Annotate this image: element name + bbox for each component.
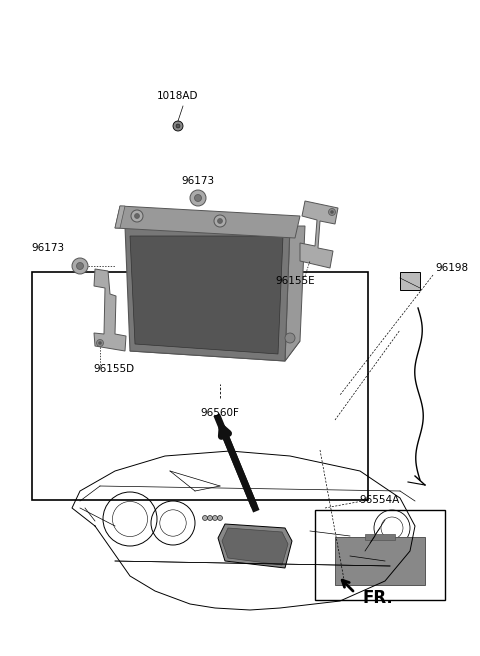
Polygon shape — [94, 269, 126, 351]
Bar — [32, 272, 368, 500]
Bar — [365, 534, 395, 540]
Text: 96554A: 96554A — [360, 495, 400, 505]
Text: 1018AD: 1018AD — [157, 91, 199, 101]
Circle shape — [190, 190, 206, 206]
Circle shape — [173, 121, 183, 131]
Circle shape — [203, 516, 207, 520]
Polygon shape — [125, 226, 290, 361]
Text: 96155D: 96155D — [93, 364, 134, 374]
Bar — [335, 537, 425, 585]
Circle shape — [285, 333, 295, 343]
Text: 96173: 96173 — [181, 176, 215, 186]
Text: 96155E: 96155E — [275, 276, 315, 286]
Circle shape — [98, 342, 101, 344]
Polygon shape — [130, 236, 283, 354]
Text: 96198: 96198 — [435, 263, 468, 273]
Circle shape — [217, 218, 223, 224]
Polygon shape — [300, 201, 338, 268]
Polygon shape — [218, 524, 292, 568]
Circle shape — [194, 194, 202, 201]
Circle shape — [131, 210, 143, 222]
Circle shape — [176, 124, 180, 128]
Bar — [400, 272, 420, 290]
Polygon shape — [222, 528, 288, 565]
Circle shape — [76, 262, 84, 270]
Circle shape — [214, 215, 226, 227]
Circle shape — [217, 516, 223, 520]
Text: FR.: FR. — [362, 589, 393, 607]
Circle shape — [72, 258, 88, 274]
Polygon shape — [115, 206, 125, 228]
Polygon shape — [285, 226, 305, 361]
Text: 96560F: 96560F — [201, 408, 240, 418]
Circle shape — [96, 340, 104, 346]
Text: 96173: 96173 — [31, 243, 65, 253]
Circle shape — [207, 516, 213, 520]
Polygon shape — [130, 331, 300, 361]
Circle shape — [213, 516, 217, 520]
Circle shape — [328, 209, 336, 216]
Polygon shape — [115, 206, 300, 238]
Bar — [315, 510, 445, 600]
Circle shape — [134, 213, 140, 218]
Circle shape — [331, 211, 334, 213]
